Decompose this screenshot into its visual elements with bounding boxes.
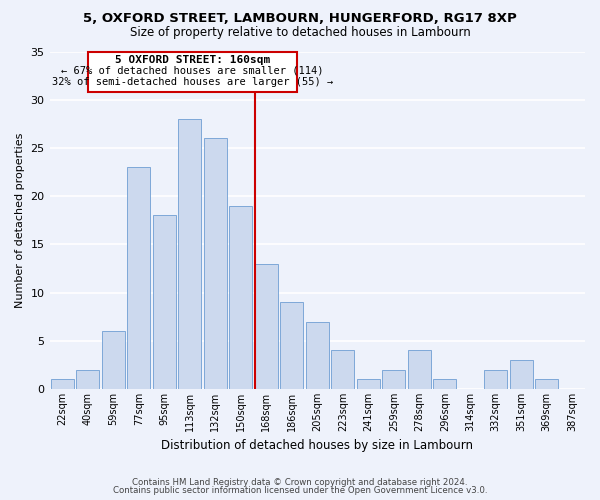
Bar <box>76 370 99 389</box>
Bar <box>306 322 329 389</box>
Bar <box>229 206 252 389</box>
Text: Contains HM Land Registry data © Crown copyright and database right 2024.: Contains HM Land Registry data © Crown c… <box>132 478 468 487</box>
Text: Size of property relative to detached houses in Lambourn: Size of property relative to detached ho… <box>130 26 470 39</box>
Bar <box>255 264 278 389</box>
X-axis label: Distribution of detached houses by size in Lambourn: Distribution of detached houses by size … <box>161 440 473 452</box>
Bar <box>484 370 507 389</box>
Bar <box>331 350 354 389</box>
Bar <box>127 167 150 389</box>
Bar <box>153 216 176 389</box>
Text: Contains public sector information licensed under the Open Government Licence v3: Contains public sector information licen… <box>113 486 487 495</box>
Bar <box>382 370 405 389</box>
Text: ← 67% of detached houses are smaller (114): ← 67% of detached houses are smaller (11… <box>61 66 323 76</box>
Bar <box>535 380 558 389</box>
Y-axis label: Number of detached properties: Number of detached properties <box>15 132 25 308</box>
Text: 5 OXFORD STREET: 160sqm: 5 OXFORD STREET: 160sqm <box>115 56 270 66</box>
Bar <box>204 138 227 389</box>
Bar <box>102 331 125 389</box>
Bar <box>357 380 380 389</box>
Text: 5, OXFORD STREET, LAMBOURN, HUNGERFORD, RG17 8XP: 5, OXFORD STREET, LAMBOURN, HUNGERFORD, … <box>83 12 517 26</box>
Bar <box>408 350 431 389</box>
Bar <box>178 119 201 389</box>
Bar <box>88 52 297 92</box>
Bar <box>433 380 456 389</box>
Text: 32% of semi-detached houses are larger (55) →: 32% of semi-detached houses are larger (… <box>52 76 333 86</box>
Bar <box>280 302 303 389</box>
Bar <box>51 380 74 389</box>
Bar <box>510 360 533 389</box>
